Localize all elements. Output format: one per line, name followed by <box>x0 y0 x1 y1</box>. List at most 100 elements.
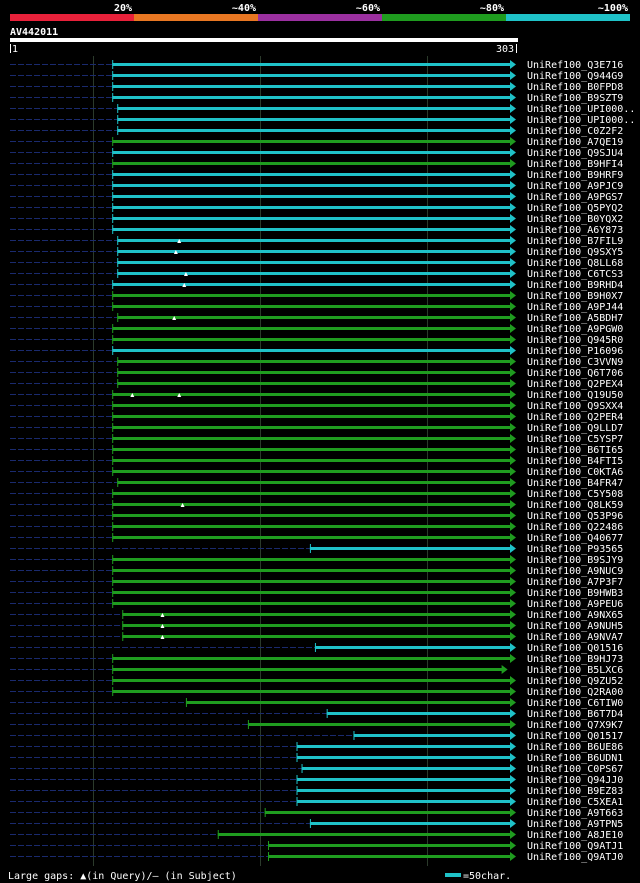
hit-label[interactable]: UniRef100_Q8LK59 <box>527 500 623 511</box>
hit-label[interactable]: UniRef100_C0Z2F2 <box>527 126 623 137</box>
hit-label[interactable]: UniRef100_P16096 <box>527 346 623 357</box>
hit-row[interactable]: UniRef100_A9TPN5 <box>10 819 623 830</box>
hit-label[interactable]: UniRef100_A9NUH5 <box>527 621 623 632</box>
hit-row[interactable]: UniRef100_UPI000.. <box>10 104 635 115</box>
hit-row[interactable]: UniRef100_A9PGS7 <box>10 192 623 203</box>
hit-row[interactable]: UniRef100_B9HFI4 <box>10 159 623 170</box>
hit-label[interactable]: UniRef100_A9TPN5 <box>527 819 623 830</box>
hit-label[interactable]: UniRef100_Q01516 <box>527 643 623 654</box>
hit-row[interactable]: UniRef100_Q9LLD7 <box>10 423 623 434</box>
hit-row[interactable]: UniRef100_A6Y873 <box>10 225 623 236</box>
hit-label[interactable]: UniRef100_Q9ZU52 <box>527 676 623 687</box>
hit-row[interactable]: UniRef100_C0KTA6 <box>10 467 623 478</box>
hit-row[interactable]: UniRef100_Q40677 <box>10 533 623 544</box>
hit-row[interactable]: UniRef100_Q6T706 <box>10 368 623 379</box>
hit-row[interactable]: UniRef100_A9NUH5 <box>10 621 623 632</box>
hit-row[interactable]: UniRef100_Q19U50 <box>10 390 623 401</box>
hit-label[interactable]: UniRef100_A9PJC9 <box>527 181 623 192</box>
hit-label[interactable]: UniRef100_B9SJY9 <box>527 555 623 566</box>
hit-label[interactable]: UniRef100_A9PEU6 <box>527 599 623 610</box>
hit-row[interactable]: UniRef100_B9EZ83 <box>10 786 623 797</box>
hit-row[interactable]: UniRef100_Q01517 <box>10 731 623 742</box>
hit-label[interactable]: UniRef100_B9HJ73 <box>527 654 623 665</box>
hit-row[interactable]: UniRef100_B9HJ73 <box>10 654 623 665</box>
hit-row[interactable]: UniRef100_Q9SXX4 <box>10 401 623 412</box>
hit-row[interactable]: UniRef100_B9SJY9 <box>10 555 623 566</box>
hit-row[interactable]: UniRef100_B9HWB3 <box>10 588 623 599</box>
hit-label[interactable]: UniRef100_B0YQX2 <box>527 214 623 225</box>
hit-label[interactable]: UniRef100_B9HRF9 <box>527 170 623 181</box>
hit-label[interactable]: UniRef100_Q53P96 <box>527 511 623 522</box>
hit-label[interactable]: UniRef100_B9H0X7 <box>527 291 623 302</box>
hit-label[interactable]: UniRef100_A6Y873 <box>527 225 623 236</box>
hit-row[interactable]: UniRef100_C5YSP7 <box>10 434 623 445</box>
hit-label[interactable]: UniRef100_P93565 <box>527 544 623 555</box>
hit-row[interactable]: UniRef100_B0FPD8 <box>10 82 623 93</box>
hit-label[interactable]: UniRef100_Q9SJU4 <box>527 148 623 159</box>
hit-label[interactable]: UniRef100_C5Y508 <box>527 489 623 500</box>
hit-label[interactable]: UniRef100_B6T7D4 <box>527 709 623 720</box>
hit-row[interactable]: UniRef100_B4FR47 <box>10 478 623 489</box>
hit-row[interactable]: UniRef100_P16096 <box>10 346 623 357</box>
hit-label[interactable]: UniRef100_C5YSP7 <box>527 434 623 445</box>
hit-label[interactable]: UniRef100_A9NX65 <box>527 610 623 621</box>
hit-row[interactable]: UniRef100_A8JE10 <box>10 830 623 841</box>
hit-label[interactable]: UniRef100_Q40677 <box>527 533 623 544</box>
hit-row[interactable]: UniRef100_B9RHD4 <box>10 280 623 291</box>
hit-row[interactable]: UniRef100_Q01516 <box>10 643 623 654</box>
hit-row[interactable]: UniRef100_B6UE86 <box>10 742 623 753</box>
hit-row[interactable]: UniRef100_Q9ZU52 <box>10 676 623 687</box>
hit-label[interactable]: UniRef100_B9RHD4 <box>527 280 623 291</box>
hit-label[interactable]: UniRef100_B6UE86 <box>527 742 623 753</box>
hit-label[interactable]: UniRef100_C6TCS3 <box>527 269 623 280</box>
hit-label[interactable]: UniRef100_A5BDH7 <box>527 313 623 324</box>
hit-label[interactable]: UniRef100_B6UDN1 <box>527 753 623 764</box>
hit-row[interactable]: UniRef100_Q9ATJ1 <box>10 841 623 852</box>
hit-label[interactable]: UniRef100_C3VVN9 <box>527 357 623 368</box>
hit-label[interactable]: UniRef100_Q19U50 <box>527 390 623 401</box>
hit-label[interactable]: UniRef100_A7P3F7 <box>527 577 623 588</box>
hit-label[interactable]: UniRef100_Q5PYQ2 <box>527 203 623 214</box>
hit-label[interactable]: UniRef100_Q945R0 <box>527 335 623 346</box>
hit-row[interactable]: UniRef100_B6UDN1 <box>10 753 623 764</box>
hit-row[interactable]: UniRef100_Q945R0 <box>10 335 623 346</box>
hit-label[interactable]: UniRef100_A9NUC9 <box>527 566 623 577</box>
hit-label[interactable]: UniRef100_Q9ATJ1 <box>527 841 623 852</box>
hit-label[interactable]: UniRef100_UPI000.. <box>527 115 635 126</box>
hit-label[interactable]: UniRef100_C6TIW0 <box>527 698 623 709</box>
hit-row[interactable]: UniRef100_B7FIL9 <box>10 236 623 247</box>
hit-row[interactable]: UniRef100_C6TIW0 <box>10 698 623 709</box>
hit-row[interactable]: UniRef100_B6T7D4 <box>10 709 623 720</box>
hit-row[interactable]: UniRef100_Q5PYQ2 <box>10 203 623 214</box>
hit-label[interactable]: UniRef100_A9PGS7 <box>527 192 623 203</box>
hit-row[interactable]: UniRef100_C5Y508 <box>10 489 623 500</box>
hit-label[interactable]: UniRef100_Q22486 <box>527 522 623 533</box>
hit-label[interactable]: UniRef100_Q8LL68 <box>527 258 623 269</box>
hit-label[interactable]: UniRef100_A9PJ44 <box>527 302 623 313</box>
hit-row[interactable]: UniRef100_P93565 <box>10 544 623 555</box>
hit-row[interactable]: UniRef100_Q8LK59 <box>10 500 623 511</box>
hit-row[interactable]: UniRef100_Q53P96 <box>10 511 623 522</box>
hit-label[interactable]: UniRef100_B0FPD8 <box>527 82 623 93</box>
hit-label[interactable]: UniRef100_Q2PER4 <box>527 412 623 423</box>
hit-row[interactable]: UniRef100_A9NVA7 <box>10 632 623 643</box>
hit-row[interactable]: UniRef100_A9T663 <box>10 808 623 819</box>
hit-row[interactable]: UniRef100_A9NX65 <box>10 610 623 621</box>
hit-row[interactable]: UniRef100_B0YQX2 <box>10 214 623 225</box>
hit-label[interactable]: UniRef100_Q7X9K7 <box>527 720 623 731</box>
hit-label[interactable]: UniRef100_Q9LLD7 <box>527 423 623 434</box>
hit-row[interactable]: UniRef100_C5XEA1 <box>10 797 623 808</box>
hit-row[interactable]: UniRef100_B6TI65 <box>10 445 623 456</box>
hit-label[interactable]: UniRef100_Q2PEX4 <box>527 379 623 390</box>
hit-label[interactable]: UniRef100_C5XEA1 <box>527 797 623 808</box>
hit-row[interactable]: UniRef100_A9PJC9 <box>10 181 623 192</box>
hit-row[interactable]: UniRef100_A7P3F7 <box>10 577 623 588</box>
hit-row[interactable]: UniRef100_B9SZT9 <box>10 93 623 104</box>
hit-row[interactable]: UniRef100_A9PGW0 <box>10 324 623 335</box>
hit-label[interactable]: UniRef100_B6TI65 <box>527 445 623 456</box>
hit-row[interactable]: UniRef100_Q3E716 <box>10 60 623 71</box>
hit-label[interactable]: UniRef100_UPI000.. <box>527 104 635 115</box>
hit-label[interactable]: UniRef100_Q6T706 <box>527 368 623 379</box>
hit-row[interactable]: UniRef100_UPI000.. <box>10 115 635 126</box>
hit-label[interactable]: UniRef100_Q2RA00 <box>527 687 623 698</box>
